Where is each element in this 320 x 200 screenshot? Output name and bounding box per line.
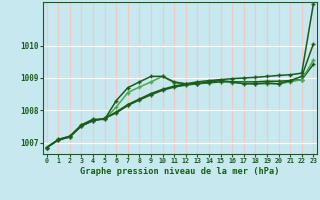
X-axis label: Graphe pression niveau de la mer (hPa): Graphe pression niveau de la mer (hPa) (80, 167, 280, 176)
